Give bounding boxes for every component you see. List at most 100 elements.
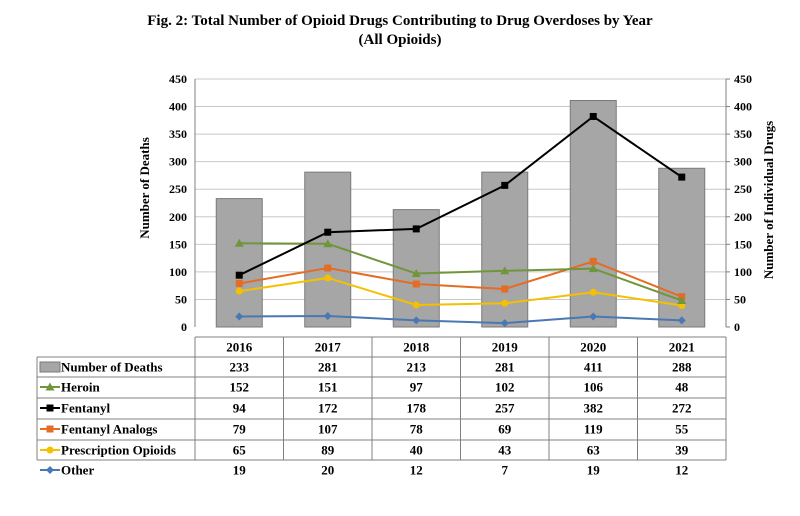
legend-label-fentanyl-analogs: Fentanyl Analogs (61, 422, 157, 437)
table-value-other-2020: 19 (587, 463, 601, 478)
point-fentanyl-2021 (678, 173, 686, 181)
table-value-other-2018: 12 (410, 463, 423, 478)
legend-label-prescription-opioids: Prescription Opioids (61, 443, 176, 458)
y2-tick-label: 450 (734, 72, 752, 86)
y-tick-label: 200 (169, 210, 187, 224)
point-heroin-2021 (677, 296, 687, 305)
line-fentanyl (238, 115, 683, 277)
point-fentanyl-2020 (589, 112, 597, 120)
y2-tick-label: 200 (734, 210, 752, 224)
point-fentanyl-2018 (412, 225, 420, 233)
table-value-heroin-2021: 48 (675, 380, 689, 395)
legend-label-other: Other (61, 463, 94, 478)
table-value-fentanyl-2021: 272 (672, 401, 692, 416)
bar-2016 (215, 198, 263, 328)
table-value-other-2021: 12 (675, 463, 688, 478)
point-prescription-opioids-2019 (501, 299, 509, 307)
table-value-fentanyl-analogs-2018: 78 (410, 422, 424, 437)
table-header-2018: 2018 (403, 340, 430, 355)
point-fentanyl-analogs-2020 (589, 257, 597, 265)
table-value-number-of-deaths-2019: 281 (495, 360, 515, 375)
point-prescription-opioids-2016 (235, 287, 243, 295)
point-fentanyl-analogs-2016 (235, 279, 243, 287)
table-value-prescription-opioids-2018: 40 (410, 443, 423, 458)
line-fentanyl-analogs (239, 260, 683, 298)
table-value-fentanyl-2018: 178 (407, 401, 427, 416)
y2-tick-label: 50 (734, 292, 746, 306)
y2-tick-label: 250 (734, 182, 752, 196)
line-heroin (239, 242, 683, 302)
table-value-fentanyl-2020: 382 (584, 401, 604, 416)
y-tick-label: 300 (169, 155, 187, 169)
table-value-fentanyl-analogs-2016: 79 (233, 422, 247, 437)
point-other-2018 (412, 316, 421, 325)
y2-tick-label: 300 (734, 155, 752, 169)
legend-marker-fentanyl (46, 404, 54, 412)
table-header-2019: 2019 (492, 340, 519, 355)
point-other-2016 (235, 312, 244, 321)
y-tick-label: 150 (169, 237, 187, 251)
table-value-other-2016: 19 (233, 463, 247, 478)
table-value-other-2019: 7 (502, 463, 509, 478)
legend-marker-prescription-opioids (46, 446, 54, 454)
point-heroin-2019 (500, 266, 510, 275)
table-value-number-of-deaths-2021: 288 (672, 360, 692, 375)
legend-marker-heroin (45, 382, 55, 391)
table-value-prescription-opioids-2021: 39 (675, 443, 689, 458)
table-value-fentanyl-2016: 94 (233, 401, 247, 416)
table-value-fentanyl-analogs-2021: 55 (675, 422, 689, 437)
point-other-2017 (323, 311, 332, 320)
point-prescription-opioids-2020 (589, 288, 597, 296)
point-fentanyl-2016 (235, 271, 243, 279)
table-value-number-of-deaths-2017: 281 (318, 360, 338, 375)
y-tick-label: 0 (181, 320, 187, 334)
y-tick-label: 400 (169, 100, 187, 114)
y-tick-label: 450 (169, 72, 187, 86)
legend-key-number-of-deaths (39, 361, 61, 373)
y-tick-label: 350 (169, 127, 187, 141)
point-heroin-2016 (234, 238, 244, 247)
y2-axis-label: Number of Individual Drugs (761, 121, 776, 279)
point-other-2021 (677, 316, 686, 325)
table-header-2021: 2021 (669, 340, 695, 355)
table-value-prescription-opioids-2016: 65 (233, 443, 247, 458)
point-heroin-2018 (411, 269, 421, 278)
point-heroin-2017 (323, 239, 333, 248)
table-header-2016: 2016 (226, 340, 253, 355)
table-value-heroin-2016: 152 (230, 380, 250, 395)
legend-label-number-of-deaths: Number of Deaths (61, 360, 163, 375)
table-value-fentanyl-analogs-2020: 119 (584, 422, 603, 437)
point-fentanyl-2019 (501, 181, 509, 189)
table-value-number-of-deaths-2020: 411 (584, 360, 603, 375)
table-header-2017: 2017 (315, 340, 342, 355)
y2-tick-label: 350 (734, 127, 752, 141)
point-fentanyl-analogs-2017 (324, 264, 332, 272)
line-prescription-opioids (239, 276, 682, 307)
table-value-prescription-opioids-2017: 89 (321, 443, 335, 458)
y2-tick-label: 0 (734, 320, 740, 334)
y-axis-label: Number of Deaths (137, 137, 152, 239)
table-value-heroin-2019: 102 (495, 380, 515, 395)
line-other (239, 314, 682, 325)
legend-marker-other (46, 466, 54, 474)
table-header-2020: 2020 (580, 340, 606, 355)
table-value-fentanyl-2019: 257 (495, 401, 515, 416)
y-tick-label: 100 (169, 265, 187, 279)
point-prescription-opioids-2017 (324, 274, 332, 282)
point-other-2019 (500, 319, 509, 328)
table-value-fentanyl-2017: 172 (318, 401, 338, 416)
table-value-fentanyl-analogs-2019: 69 (498, 422, 512, 437)
y2-tick-label: 100 (734, 265, 752, 279)
y-tick-label: 50 (175, 292, 187, 306)
table-value-heroin-2018: 97 (410, 380, 424, 395)
chart-subtitle: (All Opioids) (358, 32, 442, 48)
table-value-heroin-2020: 106 (584, 380, 604, 395)
table-value-heroin-2017: 151 (318, 380, 338, 395)
table-value-prescription-opioids-2020: 63 (587, 443, 601, 458)
point-fentanyl-analogs-2018 (412, 280, 420, 288)
point-prescription-opioids-2018 (412, 301, 420, 309)
legend-label-heroin: Heroin (61, 380, 101, 395)
y2-tick-label: 400 (734, 100, 752, 114)
table-value-number-of-deaths-2016: 233 (230, 360, 250, 375)
